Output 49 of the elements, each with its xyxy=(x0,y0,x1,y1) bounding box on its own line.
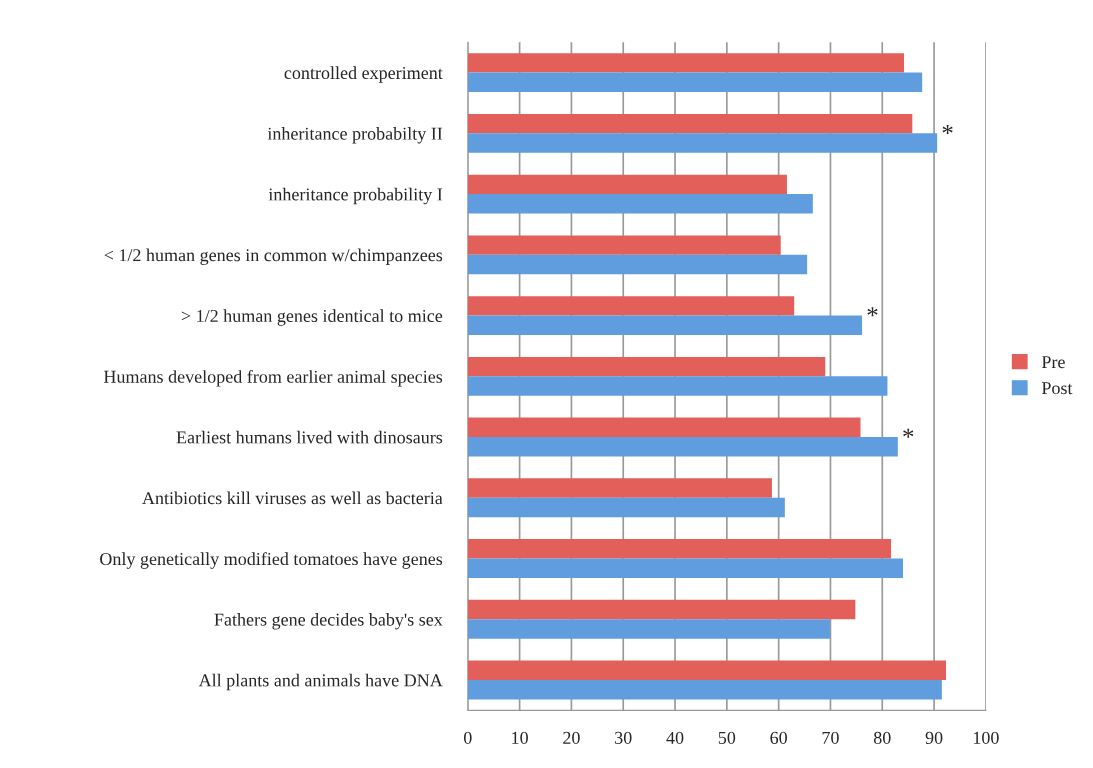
x-tick-label: 90 xyxy=(925,731,943,744)
x-tick-label: 30 xyxy=(615,731,632,744)
bar xyxy=(467,133,938,153)
x-tick-label: 40 xyxy=(666,731,684,744)
bar xyxy=(467,497,785,518)
bar xyxy=(467,315,863,336)
annotation: * xyxy=(903,428,914,438)
y-tick-label: inheritance probability I xyxy=(268,187,443,205)
y-tick-label: controlled experiment xyxy=(284,66,443,83)
x-tick-label: 60 xyxy=(770,731,787,744)
bar xyxy=(467,296,795,316)
annotation: * xyxy=(942,124,953,135)
legend-label: Post xyxy=(1041,382,1073,395)
bar xyxy=(467,194,813,214)
bar xyxy=(467,539,892,559)
y-tick-label: Earliest humans lived with dinosaurs xyxy=(176,430,443,444)
bar xyxy=(467,417,861,438)
y-tick-label: Only genetically modified tomatoes have genes xyxy=(100,552,443,569)
bar xyxy=(467,72,923,93)
bar xyxy=(467,53,905,73)
bar xyxy=(467,376,888,396)
x-tick-label: 100 xyxy=(973,731,999,744)
bar xyxy=(467,478,772,498)
y-tick-label: inheritance probabilty II xyxy=(267,127,443,144)
bar xyxy=(467,174,787,195)
bar xyxy=(467,619,830,639)
y-tick-label: All plants and animals have DNA xyxy=(198,673,443,691)
bar xyxy=(467,235,781,255)
bar xyxy=(467,599,856,620)
x-tick-label: 80 xyxy=(873,731,891,744)
y-tick-label: < 1/2 human genes in common w/chimpanzees xyxy=(104,248,443,265)
y-tick-label: > 1/2 human genes identical to mice xyxy=(181,309,443,326)
bar xyxy=(467,254,808,275)
bar xyxy=(467,437,898,457)
y-tick-label: Fathers gene decides baby's sex xyxy=(214,613,443,630)
bar xyxy=(467,660,946,681)
x-tick-label: 70 xyxy=(822,731,839,744)
bar xyxy=(467,680,942,700)
x-tick-label: 50 xyxy=(718,731,736,744)
annotation: * xyxy=(867,307,878,317)
x-tick-label: 10 xyxy=(512,731,528,744)
bar xyxy=(467,356,826,377)
x-tick-label: 20 xyxy=(563,731,580,744)
y-tick-label: Humans developed from earlier animal species xyxy=(103,369,443,387)
bar xyxy=(467,558,903,578)
y-tick-label: Antibiotics kill viruses as well as bacteria xyxy=(142,491,443,505)
x-tick-label: 0 xyxy=(463,731,472,744)
legend-label: Pre xyxy=(1041,356,1065,369)
bar xyxy=(467,113,913,134)
